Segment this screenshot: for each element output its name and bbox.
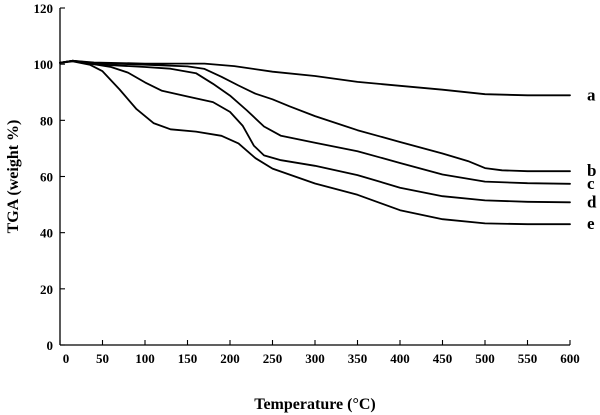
series-label-a: a: [587, 85, 596, 104]
y-tick-label: 80: [40, 113, 53, 128]
series-label-c: c: [587, 174, 595, 193]
x-tick-label: 200: [220, 351, 240, 366]
x-tick-label: 250: [263, 351, 283, 366]
x-tick-label: 400: [390, 351, 410, 366]
x-tick-label: 450: [433, 351, 453, 366]
y-tick-label: 60: [40, 170, 53, 185]
y-tick-label: 40: [40, 226, 53, 241]
ticks: 0 20 40 60 80 100 120 0 50 100 150 200 250 300 350 400 4…: [34, 1, 580, 366]
x-tick-label: 0: [63, 351, 70, 366]
x-tick-label: 150: [178, 351, 198, 366]
y-tick-label: 120: [34, 1, 54, 16]
series-label-b: b: [587, 161, 596, 180]
series-label-d: d: [587, 192, 597, 211]
x-tick-label: 550: [518, 351, 538, 366]
series-line-d: [59, 59, 571, 204]
x-tick-label: 50: [96, 351, 109, 366]
series-label-e: e: [587, 214, 595, 233]
y-tick-label: 100: [34, 57, 54, 72]
x-tick-label: 350: [348, 351, 368, 366]
series-line-b: [59, 59, 571, 173]
y-axis-title: TGA (weight %): [5, 120, 22, 234]
series-line-e: [59, 60, 571, 226]
x-tick-label: 500: [475, 351, 495, 366]
x-tick-label: 600: [560, 351, 580, 366]
x-axis-title: Temperature (°C): [254, 396, 375, 413]
y-tick-label: 0: [47, 338, 54, 353]
x-tick-label: 100: [135, 351, 155, 366]
x-tick-label: 300: [305, 351, 325, 366]
series-lines: [59, 59, 571, 226]
series-line-c: [59, 59, 571, 185]
y-tick-label: 20: [40, 282, 53, 297]
axes: [59, 8, 570, 346]
